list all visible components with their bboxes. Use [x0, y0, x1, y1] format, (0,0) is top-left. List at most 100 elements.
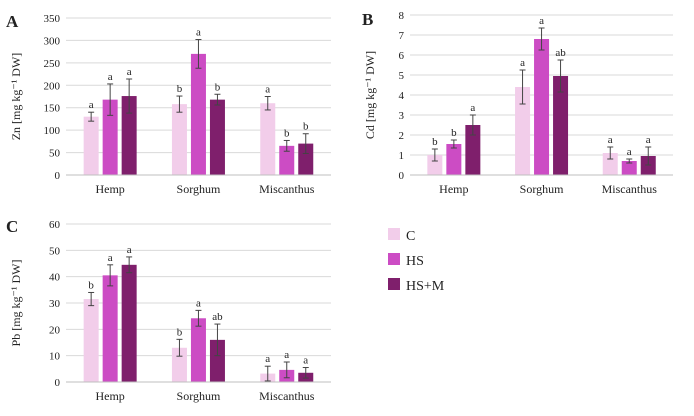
significance-letter: a	[108, 252, 113, 264]
category-label: Miscanthus	[259, 389, 315, 403]
legend-label: HS+M	[406, 279, 445, 294]
y-tick-label: 6	[399, 50, 405, 62]
y-tick-label: 50	[49, 148, 61, 160]
y-tick-label: 60	[49, 219, 61, 231]
category-label: Sorghum	[177, 182, 221, 196]
bar	[209, 339, 225, 382]
bar	[83, 299, 99, 382]
significance-letter: a	[196, 27, 201, 39]
y-tick-label: 7	[399, 30, 405, 42]
bar	[621, 161, 637, 175]
significance-letter: b	[432, 136, 438, 148]
y-tick-label: 4	[399, 90, 405, 102]
legend-label: HS	[406, 254, 424, 269]
significance-letter: a	[520, 57, 525, 69]
category-label: Sorghum	[520, 182, 564, 196]
y-tick-label: 250	[44, 58, 61, 70]
y-tick-label: 200	[44, 80, 61, 92]
significance-letter: a	[608, 134, 613, 146]
bar	[602, 153, 618, 175]
panel-label: A	[6, 12, 19, 31]
significance-letter: b	[284, 127, 290, 139]
legend-swatch	[388, 278, 400, 290]
y-tick-label: 300	[44, 35, 61, 47]
bar	[279, 145, 295, 175]
bar	[515, 87, 531, 175]
y-tick-label: 0	[55, 170, 61, 182]
y-tick-label: 50	[49, 245, 61, 257]
bar	[465, 125, 481, 175]
significance-letter: a	[265, 353, 270, 365]
bar	[83, 116, 99, 175]
category-label: Hemp	[439, 182, 468, 196]
bar	[260, 103, 276, 175]
bar	[171, 347, 187, 382]
y-tick-label: 5	[399, 70, 405, 82]
y-axis-label: Cd [mg kg⁻¹ DW]	[363, 51, 377, 139]
significance-letter: b	[215, 81, 221, 93]
bar	[190, 53, 206, 176]
significance-letter: a	[108, 71, 113, 83]
significance-letter: a	[303, 355, 308, 367]
y-tick-label: 350	[44, 13, 61, 25]
legend: C HS HS+M	[388, 228, 445, 294]
significance-letter: a	[127, 244, 132, 256]
panel-a-chart: 0 50 100 150 200 250 300 350 Zn [mg kg⁻¹ DW] Aa a a…	[6, 12, 331, 196]
significance-letter: b	[303, 121, 309, 133]
bar	[171, 104, 187, 175]
significance-letter: a	[627, 146, 632, 158]
bar	[446, 144, 462, 175]
y-tick-label: 0	[399, 170, 405, 182]
panel-b-chart: 0 1 2 3 4 5 6 7 8 Cd [mg kg⁻¹ DW] Bb b a Hemp a a ab Sorg…	[362, 10, 673, 196]
bar	[121, 264, 137, 382]
legend-swatch	[388, 253, 400, 265]
significance-letter: b	[177, 83, 183, 95]
y-tick-label: 8	[399, 10, 405, 22]
category-label: Miscanthus	[602, 182, 658, 196]
y-tick-label: 10	[49, 351, 61, 363]
panel-label: B	[362, 10, 373, 29]
legend-label: C	[406, 229, 415, 244]
category-label: Sorghum	[177, 389, 221, 403]
significance-letter: b	[88, 279, 94, 291]
significance-letter: b	[451, 127, 457, 139]
bar	[102, 99, 118, 175]
significance-letter: a	[646, 134, 651, 146]
bar	[121, 96, 137, 175]
significance-letter: a	[196, 297, 201, 309]
significance-letter: a	[470, 102, 475, 114]
y-tick-label: 40	[49, 272, 61, 284]
y-tick-label: 100	[44, 125, 61, 137]
significance-letter: a	[284, 349, 289, 361]
significance-letter: ab	[212, 311, 223, 323]
legend-swatch	[388, 228, 400, 240]
y-tick-label: 30	[49, 298, 61, 310]
y-tick-label: 20	[49, 324, 61, 336]
significance-letter: b	[177, 326, 183, 338]
bar	[427, 155, 443, 175]
y-tick-label: 150	[44, 103, 61, 115]
significance-letter: a	[127, 66, 132, 78]
y-axis-label: Pb [mg kg⁻¹ DW]	[9, 260, 23, 347]
bar	[209, 99, 225, 175]
significance-letter: a	[265, 84, 270, 96]
category-label: Miscanthus	[259, 182, 315, 196]
y-tick-label: 3	[399, 110, 405, 122]
bar	[534, 39, 550, 175]
bar	[190, 318, 206, 382]
y-axis-label: Zn [mg kg⁻¹ DW]	[9, 53, 23, 141]
significance-letter: ab	[555, 47, 566, 59]
y-tick-label: 1	[399, 150, 405, 162]
significance-letter: a	[539, 15, 544, 27]
bar	[553, 76, 569, 175]
panel-label: C	[6, 217, 18, 236]
y-tick-label: 2	[399, 130, 405, 142]
category-label: Hemp	[95, 389, 124, 403]
significance-letter: a	[89, 99, 94, 111]
bar	[298, 143, 314, 175]
category-label: Hemp	[95, 182, 124, 196]
y-tick-label: 0	[55, 377, 61, 389]
bar	[102, 275, 118, 382]
